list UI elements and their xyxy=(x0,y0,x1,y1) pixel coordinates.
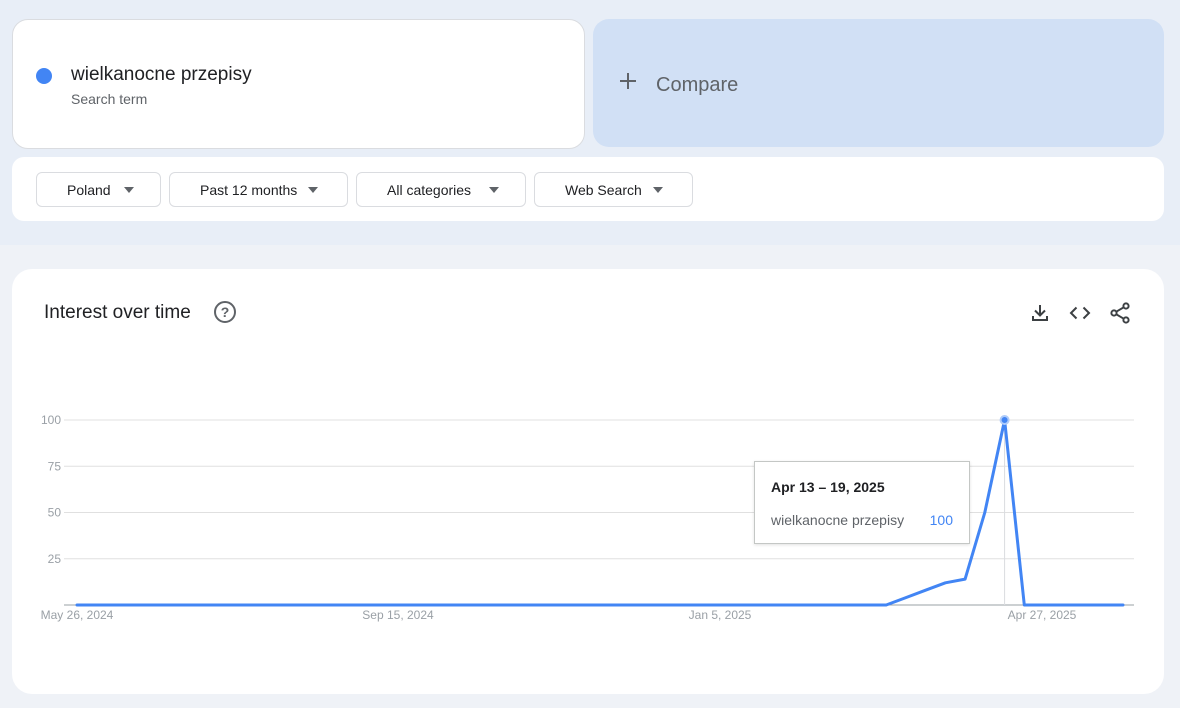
filter-category-label: All categories xyxy=(387,181,472,198)
filter-time-range-label: Past 12 months xyxy=(200,181,298,198)
filter-category[interactable]: All categories xyxy=(356,172,526,207)
y-tick-label: 100 xyxy=(41,413,61,427)
filter-region-label: Poland xyxy=(67,181,111,198)
filter-region[interactable]: Poland xyxy=(36,172,161,207)
filter-bar: Poland Past 12 months All categories Web… xyxy=(12,157,1164,221)
embed-code-icon[interactable] xyxy=(1068,301,1092,325)
x-tick-label: Jan 5, 2025 xyxy=(689,608,752,622)
search-term-name[interactable]: wielkanocne przepisy xyxy=(71,64,252,85)
interest-line-chart: 100 75 50 25 May 26, 2024 Sep 15, 2024 Jan 5, … xyxy=(41,413,1134,622)
y-tick-label: 25 xyxy=(48,552,62,566)
series-line xyxy=(75,418,1125,607)
filter-time-range[interactable]: Past 12 months xyxy=(169,172,348,207)
share-icon[interactable] xyxy=(1108,301,1132,325)
y-tick-label: 50 xyxy=(48,506,62,520)
compare-label: Compare xyxy=(656,74,739,96)
y-tick-label: 75 xyxy=(48,459,62,473)
dropdown-caret-icon xyxy=(124,187,134,193)
highlight-point xyxy=(999,415,1010,425)
tooltip-value: 100 xyxy=(929,512,953,528)
search-term-card[interactable]: wielkanocne przepisy Search term xyxy=(12,19,585,149)
term-color-dot xyxy=(36,68,52,84)
chart-tooltip: Apr 13 – 19, 2025 wielkanocne przepisy 1… xyxy=(754,461,970,544)
help-circle-icon[interactable]: ? xyxy=(214,301,236,323)
x-tick-label: Sep 15, 2024 xyxy=(362,608,434,622)
filter-search-type-label: Web Search xyxy=(565,181,642,198)
x-tick-label: May 26, 2024 xyxy=(41,608,114,622)
plus-icon xyxy=(619,72,637,90)
filter-search-type[interactable]: Web Search xyxy=(534,172,693,207)
tooltip-date: Apr 13 – 19, 2025 xyxy=(771,479,885,495)
dropdown-caret-icon xyxy=(489,187,499,193)
interest-over-time-card: Interest over time ? 100 75 50 25 May 26, 20… xyxy=(12,269,1164,694)
search-term-type: Search term xyxy=(71,91,148,107)
tooltip-term: wielkanocne przepisy xyxy=(771,512,905,528)
compare-button[interactable]: Compare xyxy=(593,19,1164,147)
x-tick-label: Apr 27, 2025 xyxy=(1008,608,1077,622)
dropdown-caret-icon xyxy=(653,187,663,193)
download-icon[interactable] xyxy=(1028,301,1052,325)
dropdown-caret-icon xyxy=(308,187,318,193)
chart-title: Interest over time xyxy=(44,302,191,323)
